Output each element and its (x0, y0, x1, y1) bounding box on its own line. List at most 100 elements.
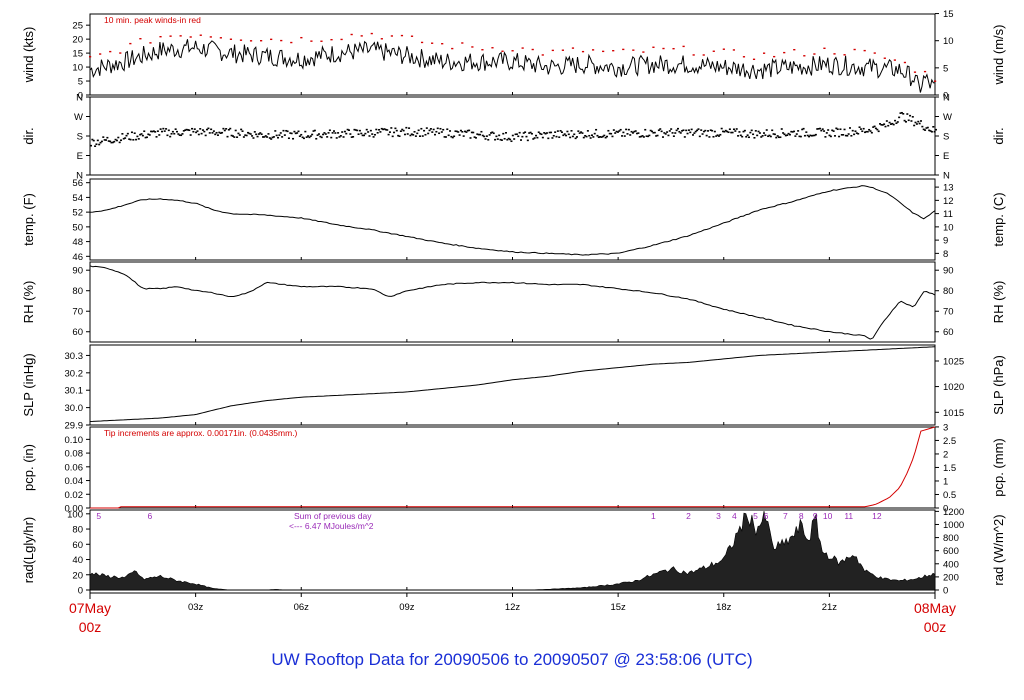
wind-direction-point (477, 133, 480, 136)
wind-direction-point (423, 129, 426, 132)
wind-direction-point (756, 134, 759, 137)
wind-direction-point (476, 133, 479, 135)
wind-direction-point (188, 129, 191, 132)
wind-direction-point (160, 130, 163, 133)
wind-direction-point (565, 134, 568, 137)
wind-direction-point (907, 119, 910, 122)
right-tick-label-slp: 1015 (943, 408, 964, 419)
wind-direction-point (772, 133, 775, 135)
wind-direction-point (693, 132, 696, 134)
wind-direction-point (556, 130, 559, 132)
wind-direction-point (761, 135, 764, 137)
axis-label-right-dir: dir. (991, 127, 1006, 144)
left-tick-label-temp: 50 (72, 222, 83, 233)
wind-direction-point (495, 135, 498, 138)
wind-direction-point (242, 136, 245, 138)
wind-direction-point (401, 128, 404, 131)
wind-direction-point (737, 135, 740, 137)
peak-wind-mark (119, 52, 122, 54)
wind-direction-point (862, 127, 865, 130)
wind-direction-point (698, 135, 701, 138)
wind-direction-point (259, 132, 262, 134)
wind-direction-point (922, 128, 925, 131)
wind-direction-point (840, 134, 843, 136)
wind-direction-point (492, 132, 495, 135)
wind-direction-point (458, 134, 461, 136)
wind-direction-point (514, 133, 517, 136)
wind-direction-point (193, 128, 196, 130)
wind-direction-point (930, 130, 933, 133)
wind-direction-point (685, 129, 688, 132)
wind-direction-point (298, 135, 301, 138)
wind-direction-point (828, 134, 831, 137)
series-line-wind (89, 39, 936, 93)
wind-direction-point (191, 127, 194, 130)
wind-direction-point (230, 134, 233, 137)
wind-direction-point (442, 128, 445, 131)
wind-direction-point (764, 134, 767, 137)
wind-direction-point (541, 136, 544, 139)
wind-direction-point (297, 130, 300, 133)
panel-frame-temp (89, 178, 936, 261)
wind-direction-point (474, 137, 477, 139)
wind-direction-point (473, 136, 476, 138)
wind-direction-point (586, 130, 589, 132)
wind-direction-point (289, 132, 292, 134)
wind-direction-point (614, 132, 617, 134)
wind-direction-point (552, 134, 555, 137)
peak-wind-mark (521, 47, 524, 49)
wind-direction-point (509, 138, 512, 141)
wind-direction-point (873, 125, 876, 128)
wind-direction-point (90, 144, 92, 147)
wind-direction-point (271, 136, 274, 139)
wind-direction-point (575, 136, 578, 138)
peak-wind-mark (189, 36, 192, 38)
wind-direction-point (877, 130, 880, 133)
wind-direction-point (526, 139, 529, 142)
wind-direction-point (655, 135, 658, 137)
axis-label-left-temp: temp. (F) (21, 193, 36, 246)
wind-direction-point (633, 130, 636, 133)
wind-direction-point (870, 131, 873, 134)
wind-direction-point (757, 130, 760, 133)
wind-direction-point (713, 130, 716, 133)
panel-frame-slp (89, 344, 936, 426)
peak-wind-mark (863, 49, 866, 52)
wind-direction-point (472, 131, 475, 134)
wind-direction-point (555, 135, 558, 138)
wind-direction-point (657, 129, 660, 132)
wind-direction-point (455, 130, 458, 133)
wind-direction-point (652, 131, 655, 134)
wind-direction-point (771, 129, 774, 132)
wind-direction-point (237, 132, 240, 135)
wind-direction-point (550, 131, 553, 134)
right-tick-label-temp: 8 (943, 249, 948, 260)
peak-wind-mark (270, 38, 273, 41)
wind-direction-point (539, 132, 542, 135)
wind-direction-point (491, 131, 494, 134)
wind-direction-point (424, 133, 427, 136)
wind-direction-point (797, 130, 800, 132)
wind-direction-point (597, 136, 600, 139)
peak-wind-mark (451, 47, 454, 50)
radiation-sum-label: Sum of previous day (294, 511, 372, 521)
wind-direction-point (216, 134, 219, 136)
wind-direction-point (399, 130, 402, 133)
wind-direction-point (625, 128, 628, 131)
wind-direction-point (436, 127, 439, 130)
wind-direction-point (850, 134, 853, 137)
wind-direction-point (249, 133, 252, 135)
wind-direction-point (619, 128, 622, 131)
wind-direction-point (559, 129, 562, 132)
wind-direction-point (440, 131, 443, 133)
right-tick-label-dir: N (943, 93, 950, 104)
wind-direction-point (626, 133, 629, 135)
wind-direction-point (746, 134, 749, 136)
wind-direction-point (376, 131, 379, 134)
wind-direction-point (924, 129, 927, 131)
wind-direction-point (813, 134, 816, 137)
wind-direction-point (783, 133, 786, 136)
left-tick-label-slp: 30.3 (65, 351, 84, 362)
wind-direction-point (369, 129, 372, 132)
